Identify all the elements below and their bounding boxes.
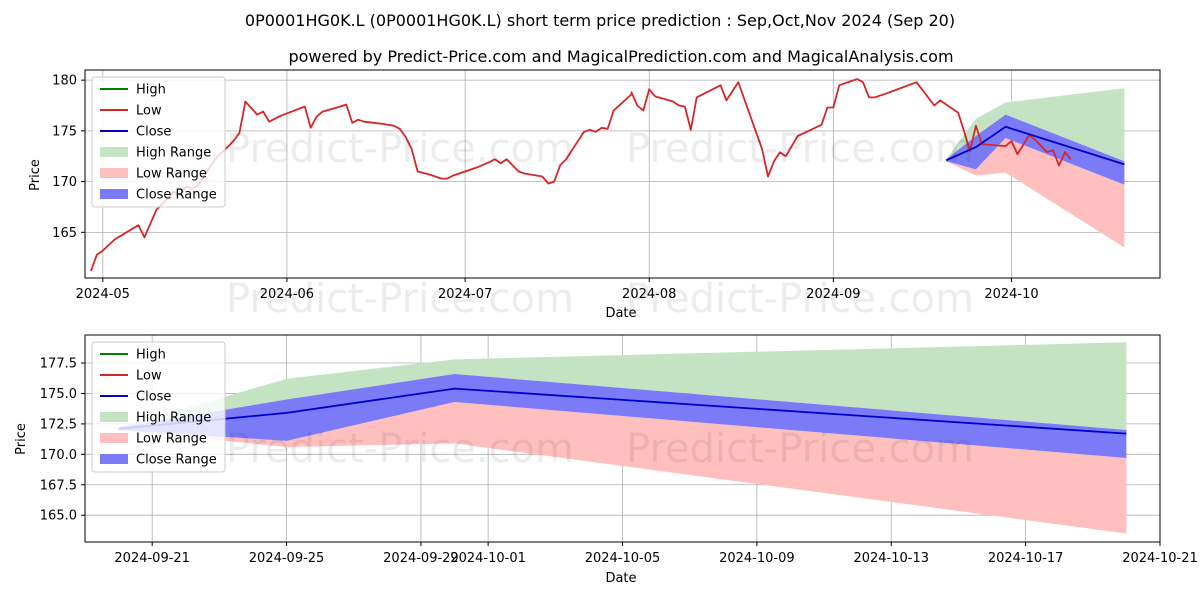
x-tick-label: 2024-06 [260, 287, 314, 302]
low-range-band [946, 138, 1125, 248]
y-tick-label: 170.0 [40, 448, 77, 463]
watermark: Predict-Price.com [626, 276, 974, 322]
legend-low-range-label: Low Range [136, 432, 207, 447]
low-range-band [118, 402, 1127, 534]
high-range-band [946, 88, 1125, 162]
y-tick-label: 165 [52, 226, 77, 241]
close-range-band [118, 374, 1127, 458]
x-tick-label: 2024-07 [438, 287, 492, 302]
price-lines [90, 78, 1125, 272]
x-tick-label: 2024-10-05 [585, 551, 661, 566]
y-tick-label: 170 [52, 175, 77, 190]
legend-high-range-swatch [100, 147, 128, 157]
x-tick-label: 2024-10-17 [988, 551, 1064, 566]
x-tick-label: 2024-09-21 [114, 551, 190, 566]
legend: High Low Close High Range Low Range Close Ran… [91, 341, 226, 473]
legend-high-label: High [136, 83, 166, 98]
forecast-ranges [946, 88, 1125, 248]
y-tick-label: 177.5 [40, 357, 77, 372]
x-tick-label: 2024-09-29 [383, 551, 459, 566]
legend-close-label: Close [136, 390, 171, 405]
chart-title: 0P0001HG0K.L (0P0001HG0K.L) short term p… [245, 11, 955, 30]
forecast-ranges [118, 342, 1127, 534]
close-range-band [946, 114, 1125, 185]
x-tick-label: 2024-10-21 [1122, 551, 1198, 566]
x-axis-label: Date [605, 571, 636, 586]
chart-subtitle: powered by Predict-Price.com and Magical… [288, 47, 953, 66]
watermark: Predict-Price.com [626, 426, 974, 472]
legend-close-label: Close [136, 125, 171, 140]
x-tick-label: 2024-10-13 [853, 551, 929, 566]
x-tick-label: 2024-10-09 [719, 551, 795, 566]
x-tick-label: 2024-09 [806, 287, 860, 302]
y-axis-label: Price [14, 423, 29, 455]
axis-ticks: 2024-09-21 2024-09-25 2024-09-292024-10-01… [40, 357, 1198, 566]
legend-low-label: Low [136, 369, 162, 384]
x-tick-label: 2024-10-01 [450, 551, 526, 566]
legend-low-range-swatch [100, 433, 128, 443]
watermark: Predict-Price.com [226, 126, 574, 172]
full-period-chart: Predict-Price.com Predict-Price.com Pred… [28, 69, 1161, 322]
legend-close-range-label: Close Range [136, 188, 217, 203]
y-tick-label: 175 [52, 124, 77, 139]
x-axis-label: Date [605, 306, 636, 321]
legend-high-range-swatch [100, 412, 128, 422]
y-axis-label: Price [28, 159, 43, 191]
watermark: Predict-Price.com [226, 276, 574, 322]
x-tick-label: 2024-05 [76, 287, 130, 302]
y-tick-label: 175.0 [40, 387, 77, 402]
legend-close-range-label: Close Range [136, 453, 217, 468]
legend: High Low Close High Range Low Range Close Ran… [91, 76, 226, 208]
plot-frame [84, 69, 1161, 279]
y-tick-label: 167.5 [40, 478, 77, 493]
legend-low-range-label: Low Range [136, 167, 207, 182]
x-tick-label: 2024-09-25 [249, 551, 325, 566]
close-forecast-line [945, 125, 1125, 166]
legend-high-range-label: High Range [136, 146, 211, 161]
forecast-detail-chart: Predict-Price.com Predict-Price.com 2024… [14, 334, 1198, 586]
legend-high-label: High [136, 348, 166, 363]
y-tick-label: 172.5 [40, 417, 77, 432]
x-tick-label: 2024-10 [984, 287, 1038, 302]
x-tick-label: 2024-08 [622, 287, 676, 302]
low-price-line [90, 78, 1072, 272]
y-tick-label: 165.0 [40, 509, 77, 524]
legend-low-range-swatch [100, 168, 128, 178]
legend-close-range-swatch [100, 189, 128, 199]
y-tick-label: 180 [52, 74, 77, 89]
axis-ticks: 2024-05 2024-06 2024-07 2024-08 2024-09 2024-… [52, 74, 1039, 302]
watermark: Predict-Price.com [226, 426, 574, 472]
legend-close-range-swatch [100, 454, 128, 464]
high-range-band [118, 342, 1127, 430]
watermark: Predict-Price.com [626, 126, 974, 172]
legend-low-label: Low [136, 104, 162, 119]
legend-high-range-label: High Range [136, 411, 211, 426]
